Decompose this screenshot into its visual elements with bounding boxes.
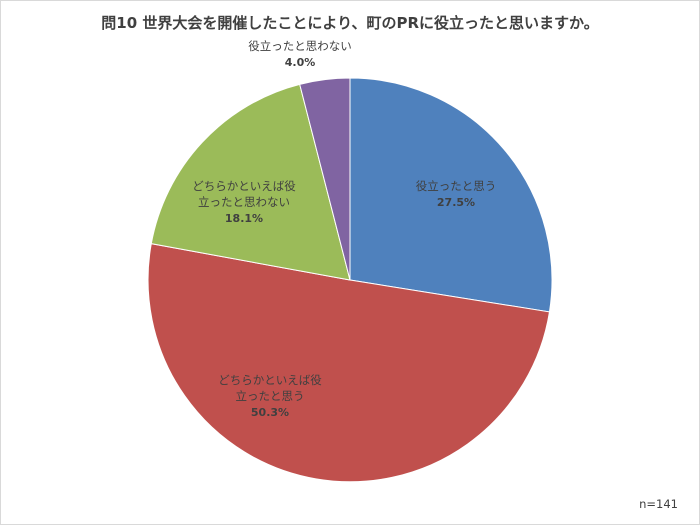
slice-percent-3: 18.1% [225,212,263,225]
sample-size-note: n=141 [639,497,678,511]
slice-percent-2: 50.3% [251,406,289,419]
pie-slices [147,77,553,483]
pie-slice-1 [349,77,553,313]
slice-percent-4: 4.0% [285,56,316,69]
pie-labels: 役立ったと思う27.5%どちらかといえば役立ったと思う50.3%どちらかといえば… [192,39,496,419]
slice-label-4: 役立ったと思わない [248,39,352,53]
pie-slice-4 [299,77,351,281]
slice-label-2: 立ったと思う [236,389,305,403]
slice-label-2: どちらかといえば役 [218,373,322,387]
slice-percent-1: 27.5% [437,196,475,209]
chart-title: 問10 世界大会を開催したことにより、町のPRに役立ったと思いますか。 [101,14,599,32]
pie-slice-3 [150,83,351,281]
slice-label-1: 役立ったと思う [416,179,497,193]
slice-label-3: どちらかといえば役 [192,179,296,193]
pie-slice-2 [147,243,551,483]
slice-label-3: 立ったと思わない [198,195,290,209]
